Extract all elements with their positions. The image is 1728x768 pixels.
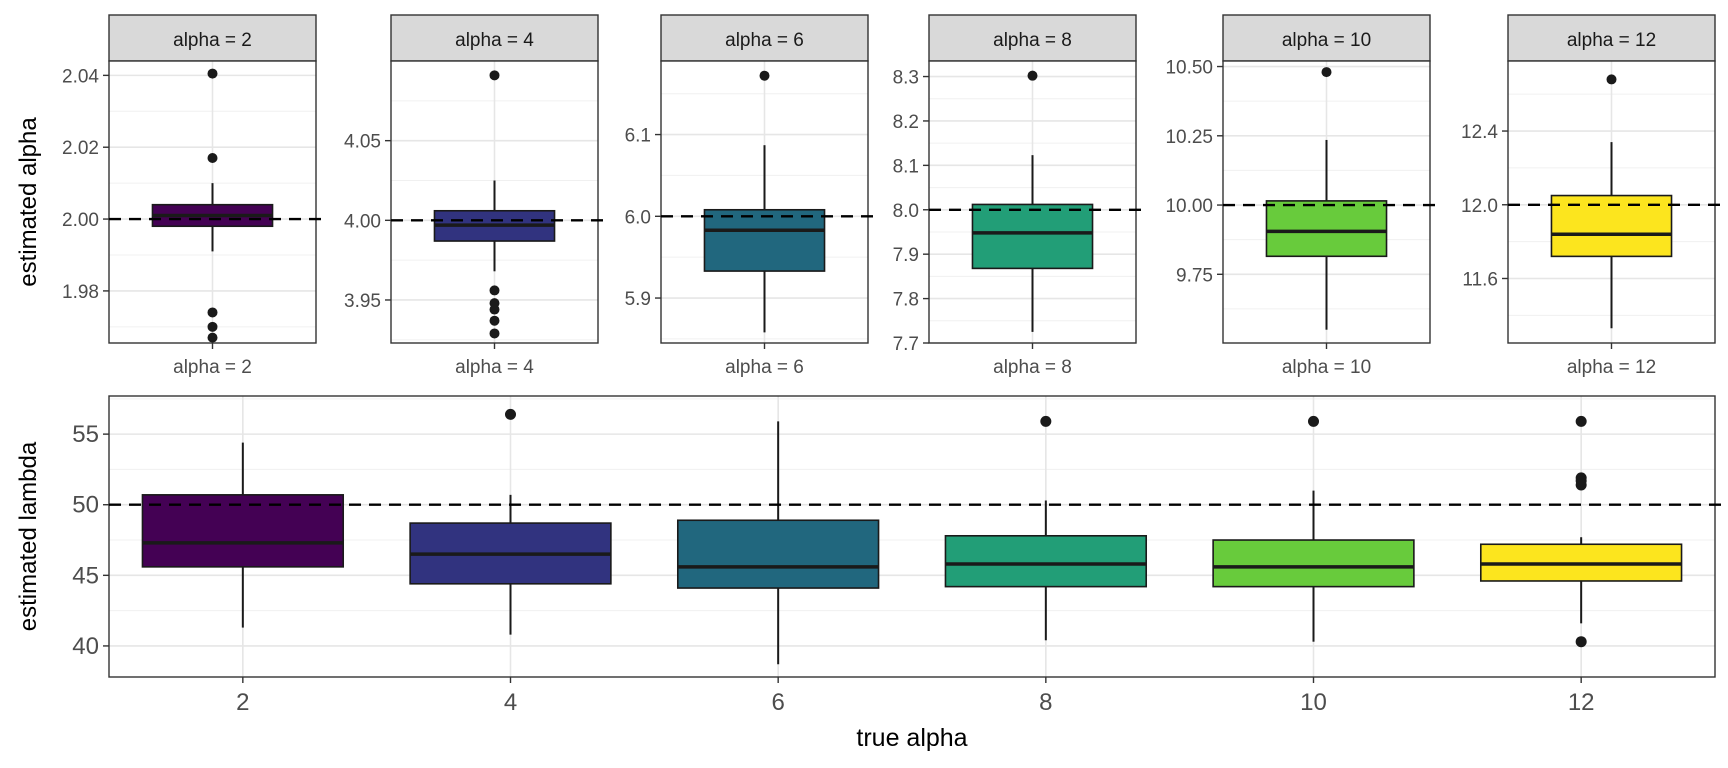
box-10	[1212, 415, 1415, 642]
outlier-point	[1606, 74, 1617, 85]
y-tick-label: 12.0	[1461, 196, 1498, 217]
y-tick-label: 7.7	[893, 334, 919, 355]
outlier-point	[489, 328, 500, 339]
y-tick-label: 8.2	[893, 112, 919, 133]
y-tick-label: 6.0	[625, 207, 651, 228]
facet-strip	[1507, 14, 1716, 62]
x-tick-label: alpha = 4	[455, 357, 534, 378]
facet-strip-label: alpha = 6	[725, 30, 804, 51]
outlier-point	[759, 70, 770, 81]
box-6	[676, 421, 880, 665]
bottom-y-axis-title: estimated lambda	[15, 441, 42, 631]
box-8	[944, 415, 1148, 641]
outlier-point	[207, 321, 218, 332]
outlier-point	[1308, 415, 1319, 427]
y-tick-label: 7.8	[893, 290, 919, 311]
box-iqr	[944, 534, 1148, 588]
x-tick-label: alpha = 10	[1282, 357, 1371, 378]
outlier-point	[207, 152, 218, 163]
y-tick-label: 1.98	[62, 282, 99, 303]
top-y-axis-title: estimated alpha	[15, 117, 42, 287]
y-tick-label: 6.1	[625, 126, 651, 147]
y-tick-label: 40	[72, 633, 99, 660]
outlier-point	[505, 408, 516, 420]
box-iqr	[1265, 200, 1388, 258]
facet-strip-label: alpha = 4	[455, 30, 534, 51]
y-tick-label: 5.9	[625, 289, 651, 310]
outlier-point	[489, 285, 500, 296]
facet-panel-3: alpha = 6 5.9 6.0 6.1 alpha = 6	[625, 14, 879, 378]
y-tick-label: 50	[72, 492, 99, 519]
box-12	[1479, 415, 1683, 648]
box-4	[409, 408, 612, 635]
box-iqr	[703, 208, 826, 272]
outlier-point	[207, 332, 218, 343]
x-tick-label: alpha = 2	[173, 357, 252, 378]
y-tick-label: 8.1	[893, 156, 919, 177]
facet-panel-4: alpha = 8 7.7 7.8 7.9 8.0 8.1 8.2 8.3 alpha = 8	[893, 14, 1147, 378]
box-iqr	[1212, 539, 1415, 588]
box-iqr	[676, 519, 880, 589]
outlier-point	[207, 307, 218, 318]
x-tick-label: alpha = 6	[725, 357, 804, 378]
x-tick-label: 4	[504, 689, 517, 716]
y-tick-label: 3.95	[344, 291, 381, 312]
outlier-point	[1575, 479, 1587, 491]
x-tick-label: alpha = 8	[993, 357, 1072, 378]
y-tick-label: 8.3	[893, 68, 919, 89]
facet-strip	[108, 14, 317, 62]
x-tick-label: 10	[1300, 689, 1327, 716]
y-tick-label: 2.04	[62, 66, 99, 87]
bottom-x-axis-title: true alpha	[856, 724, 967, 752]
box-2	[141, 442, 345, 628]
facet-strip-label: alpha = 12	[1567, 30, 1656, 51]
y-tick-label: 8.0	[893, 201, 919, 222]
bottom-panel: 40 45 50 55 2 4 6 8 10 12	[72, 395, 1721, 716]
y-tick-label: 12.4	[1461, 122, 1498, 143]
facet-strip	[660, 14, 869, 62]
facet-strip-label: alpha = 10	[1282, 30, 1371, 51]
facet-panel-5: alpha = 10 9.75 10.00 10.25 10.50 alpha = 10	[1165, 14, 1441, 378]
y-tick-label: 7.9	[893, 245, 919, 266]
outlier-point	[207, 68, 218, 79]
outlier-point	[1321, 67, 1332, 78]
facet-panel-6: alpha = 12 11.6 12.0 12.4 alpha = 12	[1461, 14, 1726, 378]
outlier-point	[489, 315, 500, 326]
outlier-point	[1575, 636, 1587, 648]
outlier-point	[489, 70, 500, 81]
y-tick-label: 4.05	[344, 132, 381, 153]
outlier-point	[1575, 415, 1587, 427]
outlier-point	[489, 304, 500, 315]
plot-background	[109, 396, 1715, 677]
x-tick-label: 2	[236, 689, 249, 716]
outlier-point	[1027, 70, 1038, 81]
x-tick-label: 8	[1039, 689, 1052, 716]
y-tick-label: 10.50	[1165, 58, 1213, 79]
facet-panel-2: alpha = 4 3.95 4.00 4.05 alpha = 4	[344, 14, 609, 378]
y-tick-label: 45	[72, 562, 99, 589]
y-tick-label: 4.00	[344, 211, 381, 232]
y-tick-label: 2.00	[62, 210, 99, 231]
y-tick-label: 9.75	[1176, 265, 1213, 286]
y-tick-label: 10.00	[1165, 196, 1213, 217]
y-tick-label: 55	[72, 421, 99, 448]
facet-strip	[928, 14, 1137, 62]
y-tick-label: 2.02	[62, 138, 99, 159]
x-tick-label: alpha = 12	[1567, 357, 1656, 378]
box-iqr	[971, 203, 1094, 270]
facet-panel-1: alpha = 2 1.98 2.00 2.02 2.04 alpha = 2	[62, 14, 327, 378]
facet-strip-label: alpha = 8	[993, 30, 1072, 51]
x-tick-label: 12	[1568, 689, 1595, 716]
box-iqr	[141, 494, 345, 568]
panel-border	[108, 395, 1716, 678]
y-tick-label: 11.6	[1462, 269, 1498, 290]
y-tick-label: 10.25	[1165, 127, 1213, 148]
facet-strip-label: alpha = 2	[173, 30, 252, 51]
outlier-point	[1040, 415, 1052, 427]
x-tick-label: 6	[771, 689, 784, 716]
